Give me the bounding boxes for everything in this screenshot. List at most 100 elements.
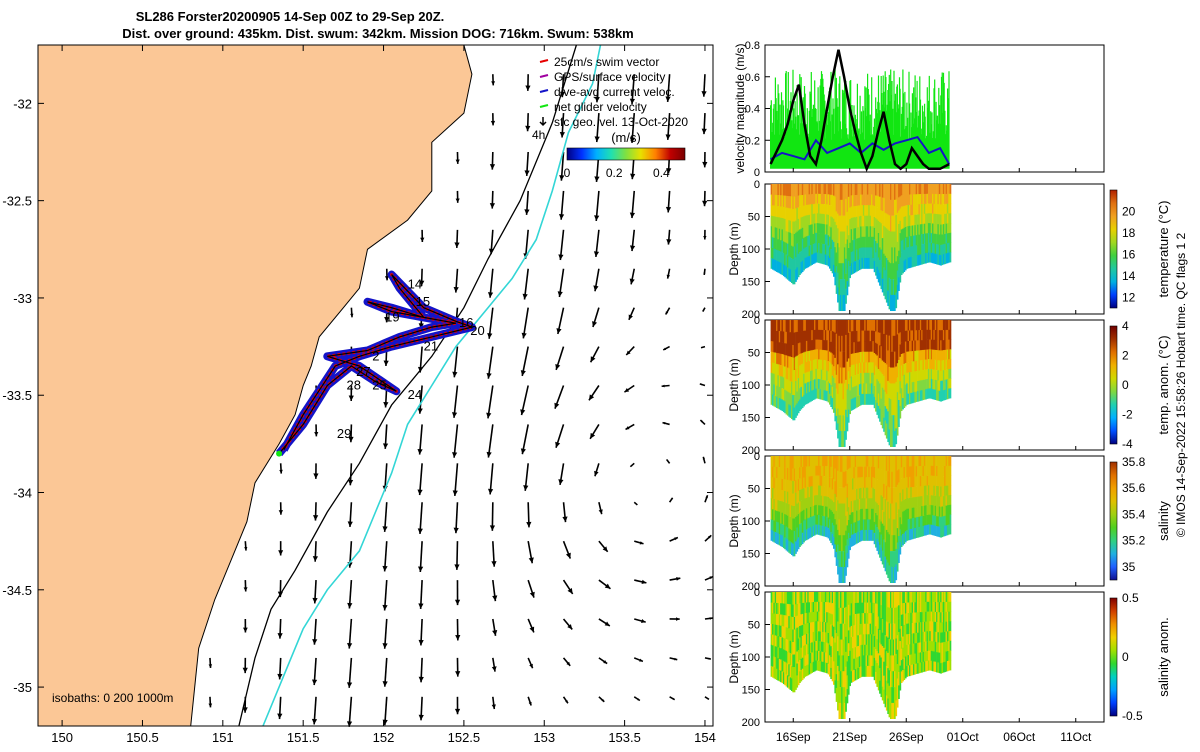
- lat-tick-label: -32: [13, 96, 32, 111]
- depth-tick-label: 0: [754, 451, 760, 463]
- depth-tick-label: 50: [748, 348, 760, 360]
- lon-tick-label: 150: [51, 730, 73, 745]
- depth-cell: [950, 641, 952, 651]
- depth-cell: [950, 651, 952, 661]
- time-tick-label: 06Oct: [1003, 730, 1036, 744]
- legend-label: GPS/surface velocity: [554, 70, 665, 84]
- day-label: 28: [347, 378, 361, 393]
- day-label: 21: [424, 339, 438, 354]
- depth-cell: [950, 388, 952, 398]
- day-label: 2: [372, 348, 379, 363]
- depth-colorbar: [1110, 598, 1117, 716]
- day-label: 24: [408, 387, 422, 402]
- depth-cell: [950, 495, 952, 505]
- lon-tick-label: 152: [373, 730, 395, 745]
- day-label: 20: [470, 323, 484, 338]
- cb-tick-label: 35.8: [1122, 455, 1146, 469]
- day-label: 14: [408, 276, 422, 291]
- vel-tick-label: 0: [754, 167, 760, 179]
- lon-tick-label: 152.5: [448, 730, 481, 745]
- depth-cell: [950, 379, 952, 389]
- depth-cell: [950, 621, 952, 631]
- depth-cell: [950, 466, 952, 476]
- depth-cell: [950, 243, 952, 253]
- time-tick-label: 21Sep: [832, 730, 867, 744]
- depth-ylabel: Depth (m): [727, 630, 741, 683]
- depth-cell: [950, 252, 952, 262]
- cb-label: temperature (°C): [1156, 201, 1171, 298]
- time-tick-label: 16Sep: [776, 730, 811, 744]
- cb-tick-label: 0: [1122, 378, 1129, 392]
- depth-tick-label: 100: [742, 380, 760, 392]
- depth-cell: [950, 612, 952, 622]
- depth-cell: [950, 505, 952, 515]
- lon-tick-label: 154: [694, 730, 716, 745]
- depth-tick-label: 0: [754, 179, 760, 191]
- isobath-200-label: 4h: [532, 128, 545, 142]
- time-tick-label: 26Sep: [889, 730, 924, 744]
- depth-cell: [950, 349, 952, 359]
- lat-tick-label: -35: [13, 680, 32, 695]
- lon-tick-label: 153: [533, 730, 555, 745]
- chart-title-line1: SL286 Forster20200905 14-Sep 00Z to 29-S…: [136, 9, 445, 24]
- lon-tick-label: 151.5: [287, 730, 320, 745]
- depth-cell: [950, 184, 952, 194]
- colorbar-tick-label: 0.4: [653, 166, 670, 180]
- depth-ylabel: Depth (m): [727, 494, 741, 547]
- cb-label: temp. anom. (°C): [1156, 335, 1171, 434]
- day-label: 15: [416, 294, 430, 309]
- colorbar-label: (m/s): [611, 130, 641, 145]
- cb-tick-label: 2: [1122, 349, 1129, 363]
- vel-ylabel: velocity magnitude (m/s): [733, 43, 747, 173]
- lat-tick-label: -33.5: [2, 388, 32, 403]
- cb-tick-label: 35.6: [1122, 481, 1146, 495]
- depth-tick-label: 150: [742, 685, 760, 697]
- lon-tick-label: 151: [212, 730, 234, 745]
- lat-tick-label: -34: [13, 486, 32, 501]
- depth-ylabel: Depth (m): [727, 222, 741, 275]
- depth-tick-label: 50: [748, 620, 760, 632]
- depth-colorbar: [1110, 326, 1117, 444]
- depth-cell: [950, 233, 952, 243]
- depth-tick-label: 150: [742, 277, 760, 289]
- cb-tick-label: 14: [1122, 269, 1136, 283]
- colorbar-bar: [567, 148, 685, 160]
- depth-tick-label: 150: [742, 413, 760, 425]
- depth-cell: [950, 213, 952, 223]
- track-start-marker: [276, 451, 282, 457]
- isobaths-label: isobaths: 0 200 1000m: [52, 691, 173, 705]
- side-caption: © IMOS 14-Sep-2022 15:58:26 Hobart time.…: [1174, 233, 1188, 538]
- lon-tick-label: 153.5: [608, 730, 641, 745]
- cb-tick-label: 4: [1122, 319, 1129, 333]
- depth-tick-label: 100: [742, 244, 760, 256]
- depth-cell: [950, 524, 952, 534]
- day-label: 25: [372, 378, 386, 393]
- cb-tick-label: 0: [1122, 650, 1129, 664]
- depth-cell: [950, 476, 952, 486]
- legend-label: 25cm/s swim vector: [554, 55, 659, 69]
- depth-cell: [950, 359, 952, 369]
- colorbar-tick-label: 0: [564, 166, 571, 180]
- depth-cell: [950, 602, 952, 612]
- depth-cell: [950, 592, 952, 602]
- depth-cell: [950, 223, 952, 233]
- depth-cell: [950, 515, 952, 525]
- lat-tick-label: -34.5: [2, 583, 32, 598]
- time-tick-label: 01Oct: [947, 730, 980, 744]
- legend-label: net glider velocity: [554, 100, 647, 114]
- depth-cell: [950, 456, 952, 466]
- depth-cell: [950, 194, 952, 204]
- cb-tick-label: 18: [1122, 226, 1136, 240]
- cb-tick-label: 35.4: [1122, 507, 1146, 521]
- legend-label: dive-avg current veloc.: [554, 85, 675, 99]
- depth-tick-label: 100: [742, 516, 760, 528]
- depth-tick-label: 50: [748, 212, 760, 224]
